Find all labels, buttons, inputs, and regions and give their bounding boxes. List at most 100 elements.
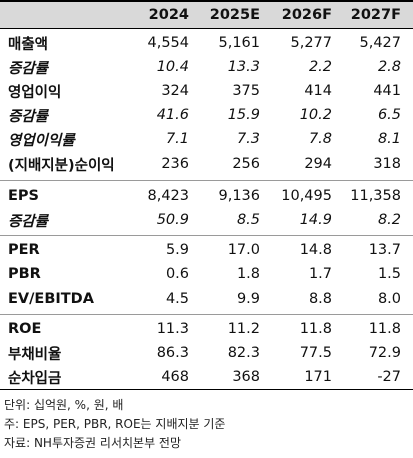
row-label: PBR: [8, 266, 41, 282]
table-row: 매출액 4,554 5,161 5,277 5,427: [0, 31, 413, 55]
row-value: 2.2: [308, 59, 332, 75]
table-row: 부채비율 86.3 82.3 77.5 72.9: [0, 341, 413, 365]
row-value: 7.3: [236, 131, 260, 147]
row-label: EV/EBITDA: [8, 291, 94, 307]
table-row: (지배지분)순이익 236 256 294 318: [0, 152, 413, 176]
row-label: 부채비율: [8, 346, 62, 363]
row-value: 375: [232, 83, 260, 99]
row-value: 4,554: [147, 35, 189, 51]
row-value: 4.5: [165, 291, 189, 307]
bottom-rule: [0, 389, 413, 390]
table-row: PBR 0.6 1.8 1.7 1.5: [0, 262, 413, 286]
table-row: ROE 11.3 11.2 11.8 11.8: [0, 317, 413, 341]
row-value: 11,358: [350, 188, 401, 204]
row-value: 14.8: [299, 242, 332, 258]
table-row: 영업이익 324 375 414 441: [0, 79, 413, 103]
row-value: 0.6: [165, 266, 189, 282]
group-divider: [0, 314, 413, 315]
row-value: 11.8: [299, 321, 332, 337]
source-note: 자료: NH투자증권 리서치본부 전망: [4, 436, 182, 450]
top-rule: [0, 0, 413, 2]
table-row: EV/EBITDA 4.5 9.9 8.8 8.0: [0, 287, 413, 311]
row-value: 72.9: [368, 345, 401, 361]
row-label: 증감률: [8, 60, 49, 77]
header-row: 2024 2025E 2026F 2027F: [0, 2, 413, 28]
row-label: 증감률: [8, 213, 49, 230]
row-value: 17.0: [227, 242, 260, 258]
row-label: 영업이익: [8, 84, 62, 101]
row-value: 8.0: [377, 291, 401, 307]
row-value: 8.1: [377, 131, 401, 147]
table-row: 증감률 10.4 13.3 2.2 2.8: [0, 55, 413, 79]
table-row: 증감률 41.6 15.9 10.2 6.5: [0, 103, 413, 127]
row-value: 1.7: [308, 266, 332, 282]
row-value: 13.7: [368, 242, 401, 258]
row-label: 영업이익률: [8, 132, 75, 149]
row-value: 13.3: [227, 59, 260, 75]
row-value: 294: [304, 156, 332, 172]
row-value: 368: [232, 369, 260, 385]
row-value: 318: [373, 156, 401, 172]
row-value: 2.8: [377, 59, 401, 75]
row-label: EPS: [8, 188, 39, 204]
year-header-2024: 2024: [148, 7, 189, 23]
row-value: 8.5: [236, 212, 260, 228]
row-label: 증감률: [8, 108, 49, 125]
group-divider: [0, 180, 413, 181]
row-label: PER: [8, 242, 40, 258]
row-value: 82.3: [227, 345, 260, 361]
row-value: 86.3: [156, 345, 189, 361]
unit-note: 단위: 십억원, %, 원, 배: [4, 398, 124, 412]
year-header-2027f: 2027F: [350, 7, 401, 23]
row-value: 7.1: [165, 131, 189, 147]
row-label: 순차입금: [8, 370, 62, 387]
table-row: 순차입금 468 368 171 -27: [0, 365, 413, 389]
row-value: 324: [161, 83, 189, 99]
row-value: 9.9: [236, 291, 260, 307]
row-value: 15.9: [227, 107, 260, 123]
row-value: 5.9: [165, 242, 189, 258]
row-value: -27: [377, 369, 401, 385]
row-value: 468: [161, 369, 189, 385]
table-row: 증감률 50.9 8.5 14.9 8.2: [0, 208, 413, 232]
row-value: 41.6: [156, 107, 189, 123]
row-value: 171: [304, 369, 332, 385]
group-divider: [0, 235, 413, 236]
row-value: 5,427: [359, 35, 401, 51]
row-value: 10.2: [299, 107, 332, 123]
year-header-2026f: 2026F: [281, 7, 332, 23]
row-value: 11.3: [156, 321, 189, 337]
row-value: 8.2: [377, 212, 401, 228]
row-label: ROE: [8, 321, 42, 337]
row-value: 8,423: [147, 188, 189, 204]
row-label: (지배지분)순이익: [8, 157, 115, 174]
row-value: 10.4: [156, 59, 189, 75]
table-row: PER 5.9 17.0 14.8 13.7: [0, 238, 413, 262]
header-band: [0, 0, 413, 29]
row-value: 50.9: [156, 212, 189, 228]
row-value: 10,495: [281, 188, 332, 204]
row-value: 77.5: [299, 345, 332, 361]
table-row: EPS 8,423 9,136 10,495 11,358: [0, 184, 413, 208]
row-value: 5,277: [290, 35, 332, 51]
row-value: 256: [232, 156, 260, 172]
header-rule: [0, 28, 413, 29]
row-value: 11.2: [227, 321, 260, 337]
row-value: 414: [304, 83, 332, 99]
row-value: 1.8: [236, 266, 260, 282]
row-value: 6.5: [377, 107, 401, 123]
row-value: 9,136: [218, 188, 260, 204]
row-value: 236: [161, 156, 189, 172]
row-value: 441: [373, 83, 401, 99]
row-label: 매출액: [8, 36, 49, 53]
row-value: 5,161: [218, 35, 260, 51]
row-value: 11.8: [368, 321, 401, 337]
basis-note: 주: EPS, PER, PBR, ROE는 지배지분 기준: [4, 417, 226, 431]
row-value: 14.9: [299, 212, 332, 228]
footnotes: 단위: 십억원, %, 원, 배 주: EPS, PER, PBR, ROE는 …: [4, 396, 225, 453]
row-value: 8.8: [308, 291, 332, 307]
row-value: 7.8: [308, 131, 332, 147]
year-header-2025e: 2025E: [209, 7, 260, 23]
table-row: 영업이익률 7.1 7.3 7.8 8.1: [0, 127, 413, 151]
